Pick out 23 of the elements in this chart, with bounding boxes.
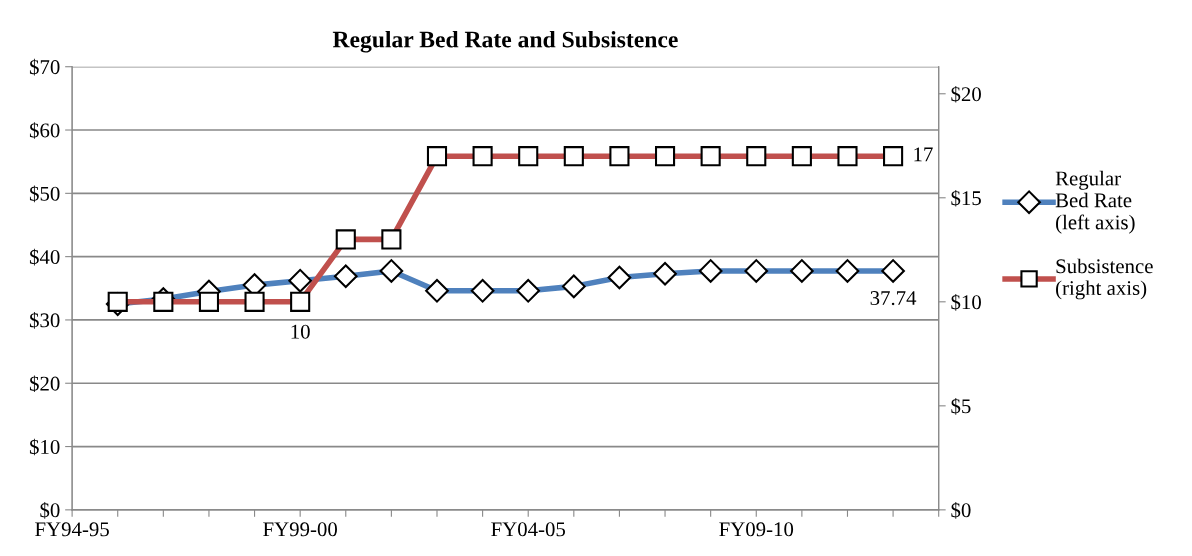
x-tick-label: FY94-95	[35, 522, 109, 537]
y2-tick-label: $0	[951, 502, 971, 519]
x-tick-label: FY99-00	[263, 522, 337, 537]
y2-tick-label: $10	[951, 293, 981, 311]
y-tick-label: $0	[40, 502, 60, 519]
y-tick-label: $40	[29, 248, 60, 266]
y-tick-label: $60	[29, 122, 60, 139]
data-label: 17	[914, 147, 933, 162]
x-tick-label: FY09-10	[719, 522, 794, 537]
y-tick-label: $70	[29, 58, 60, 76]
legend-label: Regular Bed Rate (left axis)	[1055, 170, 1135, 234]
x-tick-label: FY04-05	[491, 522, 566, 537]
y2-tick-label: $5	[951, 397, 971, 415]
y2-tick-label: $15	[951, 189, 981, 207]
y-tick-label: $30	[29, 312, 60, 329]
y-tick-label: $50	[29, 185, 60, 203]
data-label: 10	[291, 324, 310, 339]
legend-label: Subsistence (right axis)	[1056, 258, 1153, 300]
data-label: 37.74	[870, 291, 917, 306]
y2-tick-label: $20	[951, 85, 981, 103]
chart-title: Regular Bed Rate and Subsistence	[332, 30, 678, 53]
y-tick-label: $20	[29, 375, 60, 393]
y-tick-label: $10	[29, 438, 60, 456]
